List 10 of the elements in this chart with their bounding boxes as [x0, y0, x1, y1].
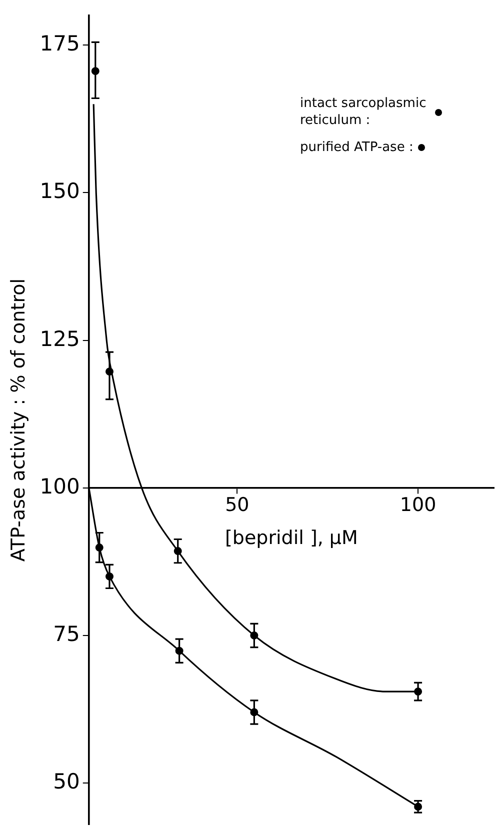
y-tick-label: 125 — [40, 326, 80, 351]
y-tick-label: 175 — [40, 32, 80, 56]
y-tick-label: 75 — [53, 622, 80, 646]
legend-label: intact sarcoplasmic reticulum : — [300, 95, 428, 129]
y-tick-label: 100 — [40, 474, 80, 498]
y-tick-label: 150 — [40, 179, 80, 204]
legend-label: purified ATP-ase : — [300, 139, 414, 156]
y-tick-label: 50 — [53, 770, 80, 794]
x-axis-title: [bepridil ], μM — [224, 527, 358, 550]
y-axis-title: ATP-ase activity : % of control — [7, 278, 30, 562]
